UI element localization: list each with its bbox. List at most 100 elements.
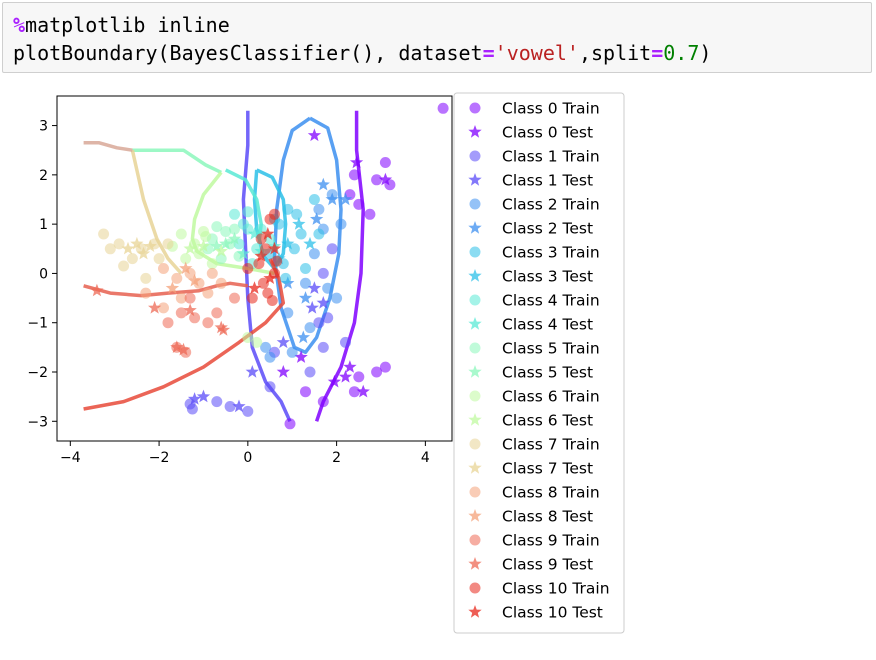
split-keyword: ,split (578, 41, 652, 65)
star-point-11-2 (227, 231, 242, 245)
number-literal: 0.7 (663, 41, 700, 65)
legend-label: Class 7 Test (502, 460, 593, 478)
point-2-10 (304, 366, 316, 378)
point-6-11 (291, 208, 303, 220)
point-20-5 (246, 292, 258, 304)
code-cell[interactable]: %matplotlib inline plotBoundary(BayesCla… (2, 2, 872, 73)
point-0-2 (371, 174, 383, 186)
point-20-2 (253, 258, 265, 270)
legend-marker-star (468, 413, 482, 426)
plot-frame (56, 95, 453, 442)
star-point-5-6 (296, 330, 310, 344)
legend-marker-circle (469, 246, 481, 258)
star-point-7-0 (292, 217, 306, 230)
equals-sign: = (651, 41, 664, 65)
y-tick-label: 2 (39, 168, 48, 184)
boundary-line-7 (130, 149, 183, 275)
legend-marker-circle (469, 294, 481, 306)
point-4-1 (313, 203, 325, 215)
point-18-0 (175, 307, 187, 319)
legend-marker-circle (469, 390, 481, 402)
point-0-10 (348, 386, 360, 398)
point-6-5 (280, 272, 292, 284)
star-point-5-4 (298, 291, 313, 304)
legend-marker-circle (469, 438, 481, 450)
star-point-21-1 (254, 249, 268, 262)
y-tick-label: 0 (39, 266, 48, 282)
point-2-5 (264, 381, 276, 393)
point-14-6 (140, 272, 152, 284)
legend-marker-star (468, 461, 482, 474)
point-16-7 (140, 287, 152, 299)
star-point-19-3 (170, 340, 184, 353)
equals-sign: = (482, 41, 495, 65)
y-tick-label: −1 (27, 316, 48, 332)
boundary-line-10 (83, 257, 286, 411)
star-point-3-2 (232, 399, 246, 413)
point-20-11 (269, 208, 280, 220)
point-2-7 (313, 317, 325, 329)
point-4-7 (304, 322, 316, 334)
star-point-19-4 (176, 342, 191, 356)
star-point-21-4 (267, 241, 282, 255)
point-18-2 (202, 317, 214, 329)
point-10-0 (211, 221, 223, 233)
star-point-3-1 (196, 389, 211, 403)
point-16-0 (158, 263, 169, 274)
point-0-14 (353, 371, 365, 383)
x-tick-label: 0 (243, 450, 252, 466)
legend-marker-star (468, 125, 482, 138)
point-16-4 (175, 292, 187, 304)
star-point-5-0 (325, 192, 339, 206)
star-point-3-3 (245, 365, 259, 378)
legend-marker-star (468, 317, 482, 330)
legend-label: Class 5 Train (502, 340, 600, 358)
point-18-3 (162, 317, 174, 329)
point-16-5 (202, 287, 214, 299)
legend-label: Class 3 Test (502, 268, 593, 286)
point-2-9 (317, 341, 329, 353)
legend-label: Class 5 Test (502, 364, 593, 382)
star-point-15-0 (130, 236, 144, 250)
point-4-6 (322, 282, 334, 294)
star-point-13-1 (183, 241, 197, 255)
y-tick-label: 3 (39, 119, 48, 135)
point-12-0 (175, 228, 187, 240)
legend-marker-star (468, 509, 482, 522)
legend-label: Class 2 Train (502, 196, 600, 214)
legend-label: Class 7 Train (502, 436, 600, 454)
point-2-6 (322, 312, 334, 324)
legend-marker-circle (469, 102, 481, 114)
x-tick-label: 4 (421, 450, 430, 466)
legend-label: Class 3 Train (502, 244, 600, 262)
star-point-19-1 (148, 300, 162, 314)
point-0-8 (371, 366, 383, 378)
star-point-15-1 (121, 241, 135, 255)
point-14-0 (98, 228, 110, 240)
star-point-13-0 (196, 239, 211, 252)
x-axis: −4 −2 0 2 4 (60, 441, 430, 466)
star-point-1-8 (343, 360, 357, 373)
code-line-1: %matplotlib inline (13, 13, 230, 37)
point-12-4 (180, 253, 192, 265)
star-point-15-3 (136, 246, 151, 260)
star-point-9-1 (247, 227, 262, 240)
point-2-13 (317, 267, 329, 279)
point-0-13 (284, 418, 296, 430)
point-20-9 (255, 233, 267, 245)
legend-label: Class 4 Train (502, 292, 600, 310)
legend-label: Class 1 Test (502, 172, 593, 190)
star-point-7-2 (303, 236, 317, 250)
point-14-3 (126, 253, 138, 265)
point-4-8 (331, 292, 343, 304)
function-call: plotBoundary(BayesClassifier(), dataset (13, 41, 483, 65)
star-point-17-2 (165, 281, 180, 294)
point-6-3 (288, 243, 300, 255)
x-tick-label: 2 (332, 450, 341, 466)
star-point-3-5 (307, 281, 322, 294)
star-point-1-3 (294, 350, 308, 363)
point-14-7 (104, 243, 116, 255)
point-0-11 (317, 396, 329, 408)
point-12-6 (242, 332, 254, 343)
